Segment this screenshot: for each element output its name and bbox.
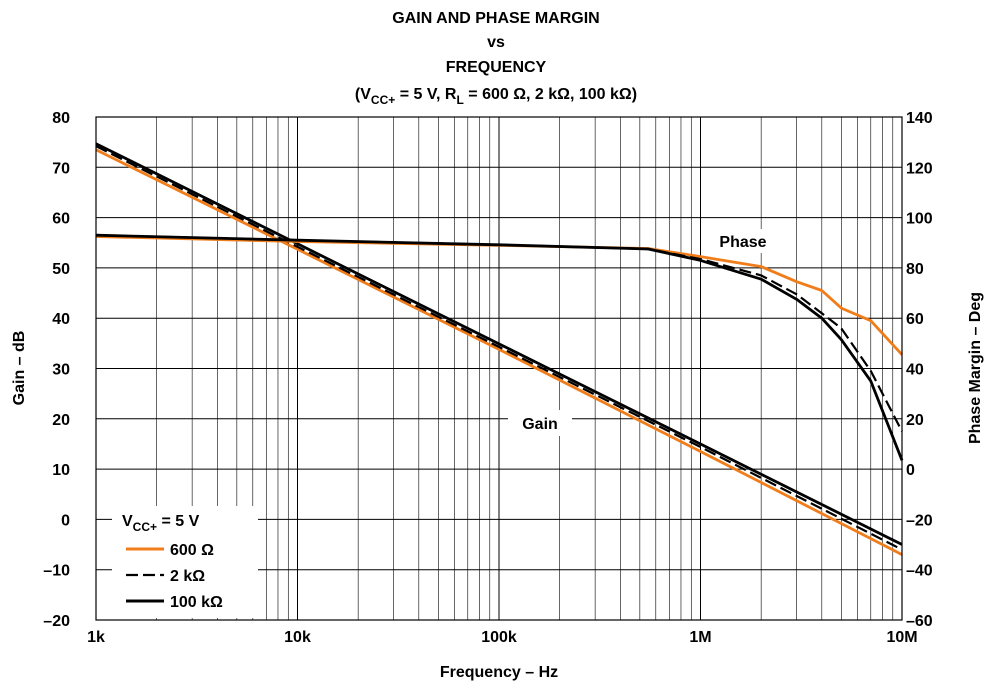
legend-label-2k-ohm: 2 kΩ <box>170 568 205 585</box>
series-line-phase-100k <box>95 233 904 461</box>
phase-annotation: Phase <box>719 234 766 251</box>
x-tick-label: 1M <box>689 629 711 646</box>
x-axis-label: Frequency – Hz <box>440 664 558 681</box>
y-tick-label: 50 <box>52 261 70 278</box>
legend: VCC+ = 5 V 600 Ω 2 kΩ 100 kΩ <box>112 506 258 618</box>
x-tick-label: 100k <box>481 629 517 646</box>
legend-box <box>112 506 258 618</box>
y2-tick-label: 100 <box>906 211 933 228</box>
legend-label-100k-ohm: 100 kΩ <box>170 594 223 611</box>
y-tick-label: –20 <box>43 613 70 630</box>
series-layer <box>95 142 904 556</box>
y-tick-label: 70 <box>52 160 70 177</box>
y2-tick-label: 20 <box>906 412 924 429</box>
y-tick-label: 10 <box>52 462 70 479</box>
series-line-gain-100k <box>95 142 903 546</box>
x-tick-label: 10M <box>886 629 917 646</box>
legend-title: VCC+ = 5 V <box>122 513 200 534</box>
y2-tick-label: 60 <box>906 311 924 328</box>
gain-label-bg <box>508 410 572 436</box>
y2-tick-label: –40 <box>906 563 933 580</box>
y-tick-label: 30 <box>52 362 70 379</box>
y-tick-label: 20 <box>52 412 70 429</box>
chart-title-conditions: (VCC+ = 5 V, RL = 600 Ω, 2 kΩ, 100 kΩ) <box>355 86 637 107</box>
y-axis-label: Gain – dB <box>11 331 28 406</box>
chart-title-line1: GAIN AND PHASE MARGIN <box>392 10 599 27</box>
x-tick-label: 1k <box>87 629 105 646</box>
gain-annotation: Gain <box>522 416 558 433</box>
y2-tick-label: 80 <box>906 261 924 278</box>
y2-tick-label: 120 <box>906 160 933 177</box>
tick-labels: 1k 10k 100k 1M 10M80706050403020100–10–20140… <box>43 110 933 646</box>
y-tick-label: 80 <box>52 110 70 127</box>
y-tick-label: –10 <box>43 563 70 580</box>
y-tick-label: 60 <box>52 211 70 228</box>
y-tick-label: 40 <box>52 311 70 328</box>
chart-title-line3: FREQUENCY <box>446 59 547 76</box>
series-line-phase-2k <box>95 234 903 432</box>
y2-axis-label: Phase Margin – Deg <box>967 292 984 444</box>
y2-tick-label: –20 <box>906 512 933 529</box>
y-tick-label: 0 <box>61 512 70 529</box>
phase-label-bg <box>706 229 776 253</box>
chart-title-line2: vs <box>487 34 505 51</box>
legend-label-600-ohm: 600 Ω <box>170 542 214 559</box>
y2-tick-label: 40 <box>906 362 924 379</box>
plot-frame <box>95 116 903 621</box>
x-tick-label: 10k <box>284 629 311 646</box>
y2-tick-label: –60 <box>906 613 933 630</box>
y2-tick-label: 0 <box>906 462 915 479</box>
y2-tick-label: 140 <box>906 110 933 127</box>
series-line-gain-2k <box>95 145 903 551</box>
series-line-gain-600 <box>95 148 903 556</box>
